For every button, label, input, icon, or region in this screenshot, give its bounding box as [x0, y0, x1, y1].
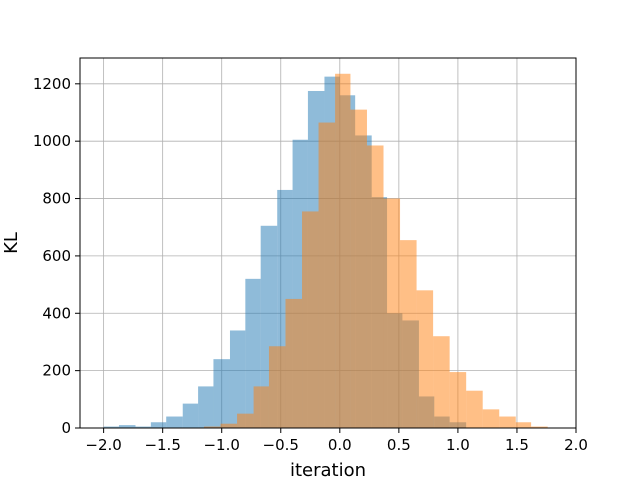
y-tick-label: 800	[42, 190, 71, 208]
x-tick-label: 2.0	[564, 436, 588, 454]
x-tick-label: 0.0	[328, 436, 352, 454]
x-tick-label: 1.0	[446, 436, 470, 454]
histogram-bar	[253, 386, 269, 428]
x-tick-label: 1.5	[505, 436, 529, 454]
histogram-bars	[103, 73, 548, 429]
x-axis-label: iteration	[290, 460, 366, 480]
histogram-bar	[103, 426, 119, 428]
y-tick-label: 200	[42, 362, 71, 380]
y-tick-label: 0	[61, 419, 71, 437]
y-axis-label: KL	[1, 232, 22, 254]
histogram-bar	[466, 390, 483, 428]
histogram-bar	[350, 109, 367, 429]
histogram-bar	[515, 422, 532, 428]
histogram-bar	[118, 425, 136, 428]
series-2	[204, 73, 548, 429]
histogram-bar	[531, 426, 548, 428]
y-axis: 0 200 400 600 800 1000 1200	[33, 75, 80, 437]
histogram-bar	[366, 145, 384, 428]
histogram-bar	[302, 211, 319, 428]
histogram-bar	[449, 372, 467, 428]
histogram-bar	[499, 416, 516, 428]
x-tick-label: 0.5	[387, 436, 411, 454]
histogram-bar	[229, 330, 246, 428]
histogram-bar	[204, 426, 221, 428]
histogram-bar	[166, 416, 183, 428]
x-tick-label: −1.5	[144, 436, 180, 454]
histogram-bar	[237, 413, 254, 428]
plot-area-frame	[79, 57, 577, 429]
histogram-bar	[383, 198, 401, 428]
x-tick-label: −2.0	[85, 436, 121, 454]
histogram-bar	[213, 359, 230, 428]
histogram-bar	[198, 386, 214, 428]
histogram-bar	[135, 426, 151, 428]
histogram-bar	[482, 409, 500, 428]
histogram-bar	[400, 240, 417, 428]
y-tick-label: 600	[42, 247, 71, 265]
y-tick-label: 400	[42, 304, 71, 322]
x-tick-label: −0.5	[263, 436, 299, 454]
histogram-bar	[318, 122, 336, 428]
histogram-bar	[416, 290, 434, 428]
histogram-bar	[285, 298, 303, 428]
histogram-bar	[268, 346, 286, 428]
x-axis: −2.0 −1.5 −1.0 −0.5 0.0 0.5 1.0 1.5 2.0	[85, 428, 588, 454]
y-tick-label: 1000	[33, 132, 71, 150]
histogram-bar	[182, 403, 199, 428]
histogram-bar	[220, 423, 238, 428]
x-tick-label: −1.0	[203, 436, 239, 454]
histogram-bar	[433, 336, 450, 428]
histogram-bar	[335, 73, 351, 428]
y-tick-label: 1200	[33, 75, 71, 93]
histogram-bar	[150, 422, 167, 428]
